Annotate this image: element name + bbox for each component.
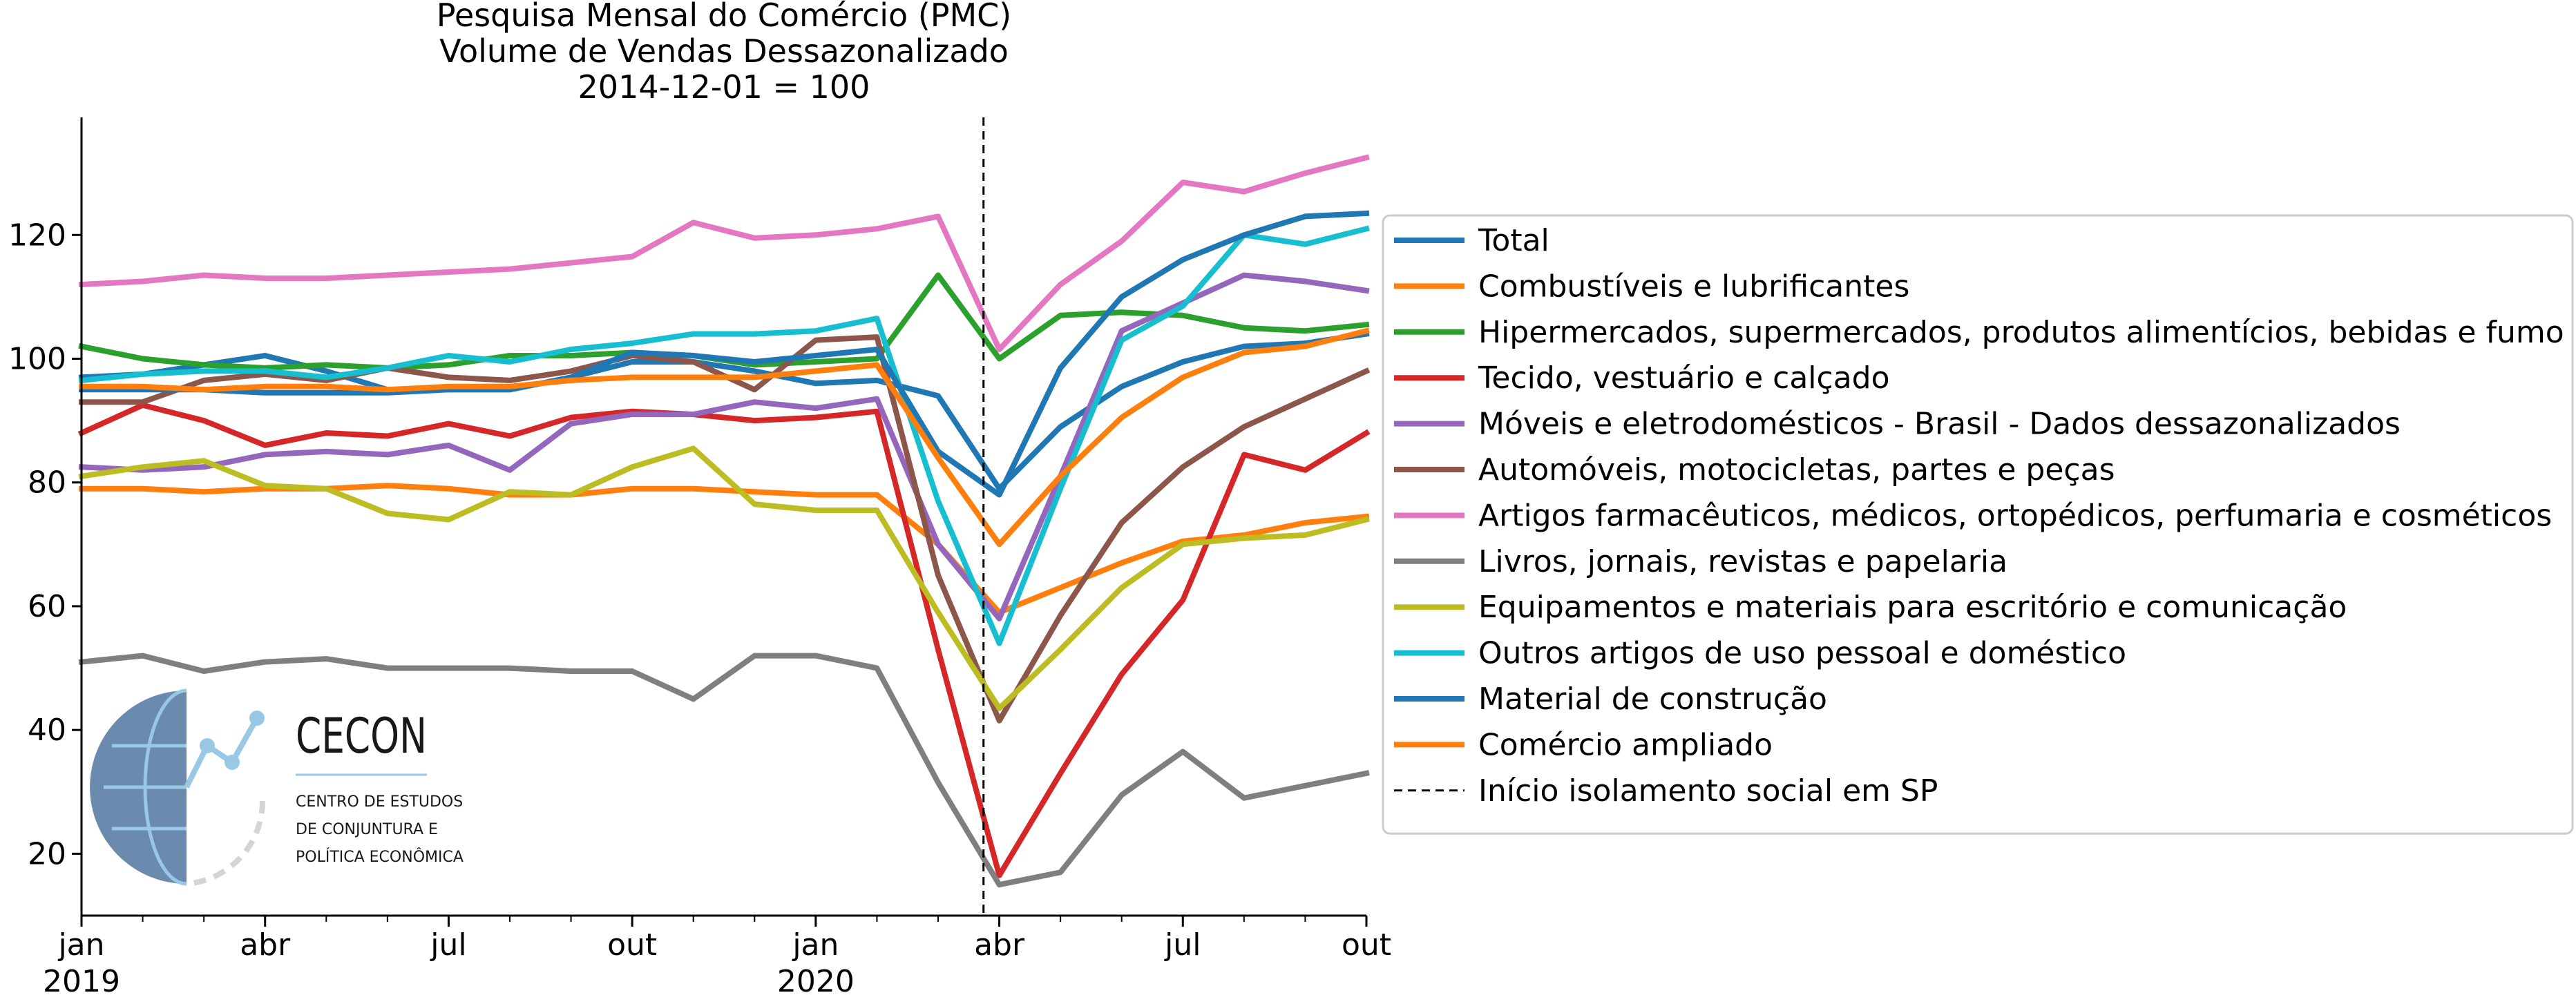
logo-subtitle-line-2: DE CONJUNTURA E: [296, 821, 438, 838]
x-tick-label: jul: [1164, 927, 1201, 963]
legend-label: Equipamentos e materiais para escritório…: [1478, 590, 2347, 625]
series-line-9: [78, 445, 1370, 711]
series-line-5: [78, 272, 1370, 621]
series-line-11: [79, 210, 1370, 498]
legend-label: Hipermercados, supermercados, produtos a…: [1478, 315, 2564, 350]
x-tick-label: jul: [430, 927, 466, 963]
legend-label: Combustíveis e lubrificantes: [1478, 269, 1909, 304]
x-tick-label: abr: [974, 927, 1025, 963]
legend-label: Material de construção: [1478, 682, 1827, 717]
logo-trend-point: [225, 755, 240, 770]
chart-title: Pesquisa Mensal do Comércio (PMC) Volume…: [437, 0, 1012, 106]
cecon-logo: CECON CENTRO DE ESTUDOS DE CONJUNTURA E …: [90, 688, 464, 887]
logo-wordmark: CECON: [296, 708, 427, 764]
legend: Total Combustíveis e lubrificantes Hiperme…: [1382, 214, 2574, 835]
y-tick-label: 60: [28, 589, 66, 624]
logo-trend-point: [200, 738, 215, 753]
x-tick-label: out: [1342, 927, 1391, 963]
legend-label: Artigos farmacêuticos, médicos, ortopédi…: [1478, 498, 2552, 533]
y-tick-label: 120: [8, 218, 66, 253]
logo-subtitle-line-3: POLÍTICA ECONÔMICA: [296, 848, 464, 866]
x-tick-label: abr: [240, 927, 291, 963]
legend-label: Outros artigos de uso pessoal e doméstic…: [1478, 636, 2126, 671]
series-line-10: [78, 225, 1370, 646]
legend-label: Automóveis, motocicletas, partes e peças: [1478, 452, 2115, 487]
x-tick-label: out: [607, 927, 657, 963]
y-axis: 20 40 60 80 100 120: [8, 117, 83, 916]
y-tick-label: 80: [28, 465, 66, 501]
plot-area: [77, 117, 1371, 916]
legend-label: Móveis e eletrodomésticos - Brasil - Dad…: [1478, 407, 2401, 442]
series-line-4: [77, 402, 1371, 878]
logo-dashed-arc: [186, 800, 266, 887]
series-line-3: [78, 272, 1370, 371]
y-tick-label: 100: [8, 341, 66, 376]
logo-trend-point: [249, 711, 265, 726]
legend-frame: [1382, 214, 2574, 835]
legend-label: Livros, jornais, revistas e papelaria: [1478, 544, 2007, 579]
legend-label: Total: [1478, 223, 1549, 258]
series-line-1: [78, 331, 1370, 492]
legend-label: Comércio ampliado: [1478, 727, 1773, 762]
x-tick-label: jan: [792, 927, 839, 963]
legend-label: Início isolamento social em SP: [1478, 773, 1938, 809]
logo-subtitle-line-1: CENTRO DE ESTUDOS: [296, 793, 463, 811]
x-tick-label: jan: [57, 927, 104, 963]
chart-title-line: Pesquisa Mensal do Comércio (PMC): [437, 0, 1012, 34]
legend-label: Tecido, vestuário e calçado: [1478, 360, 1890, 396]
logo-globe-grid: [104, 688, 187, 886]
series-line-7: [78, 154, 1370, 352]
y-tick-label: 20: [28, 836, 66, 871]
series-line-8: [78, 653, 1370, 888]
x-tick-year-label: 2019: [43, 964, 120, 999]
x-tick-year-label: 2020: [777, 964, 855, 999]
series-line-12: [79, 327, 1370, 548]
y-tick-label: 40: [28, 713, 66, 748]
logo-trend-line: [184, 717, 260, 789]
chart-subtitle-line-2: 2014-12-01 = 100: [578, 68, 870, 106]
chart-subtitle-line-1: Volume de Vendas Dessazonalizado: [439, 32, 1009, 70]
